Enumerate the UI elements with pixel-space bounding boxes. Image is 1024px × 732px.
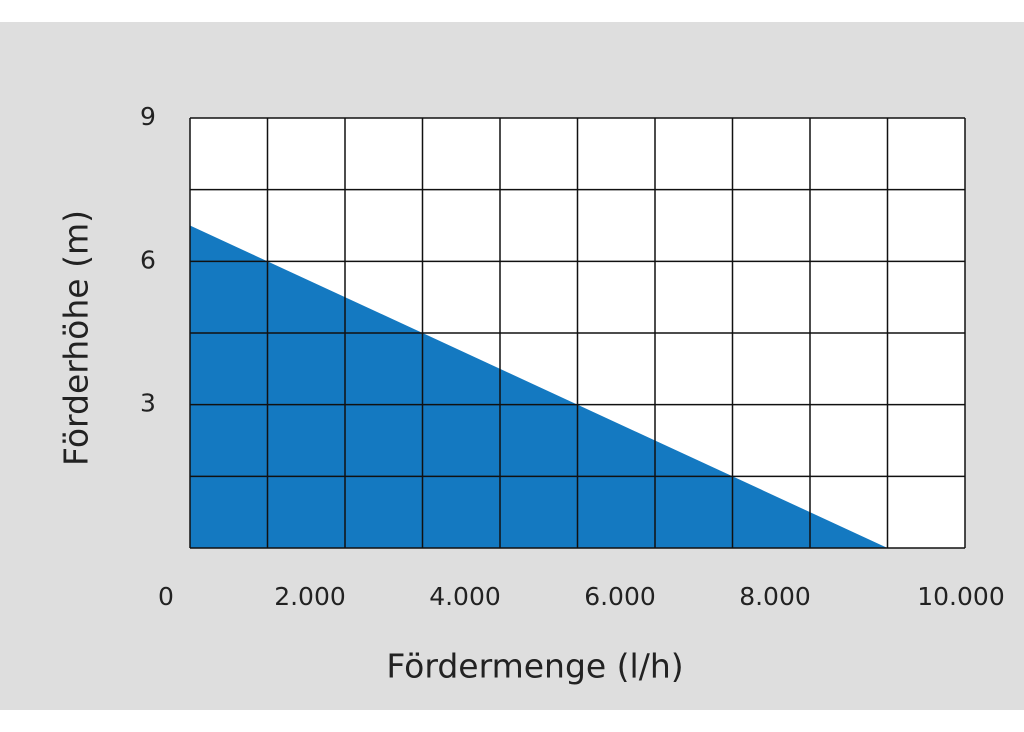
x-tick-label: 2.000 — [274, 582, 346, 611]
x-tick-label: 4.000 — [429, 582, 501, 611]
y-tick-label: 9 — [140, 102, 156, 131]
y-tick-label: 3 — [140, 389, 156, 418]
x-tick-label: 8.000 — [739, 582, 811, 611]
grid-layer — [189, 117, 966, 549]
x-axis-title: Fördermenge (l/h) — [386, 647, 683, 686]
area — [190, 225, 888, 548]
x-tick-label: 0 — [158, 582, 174, 611]
y-tick-label: 6 — [140, 245, 156, 274]
area-layer — [190, 225, 888, 548]
x-tick-label: 10.000 — [917, 582, 1004, 611]
x-tick-label: 6.000 — [584, 582, 656, 611]
y-axis-title: Förderhöhe (m) — [57, 210, 96, 466]
